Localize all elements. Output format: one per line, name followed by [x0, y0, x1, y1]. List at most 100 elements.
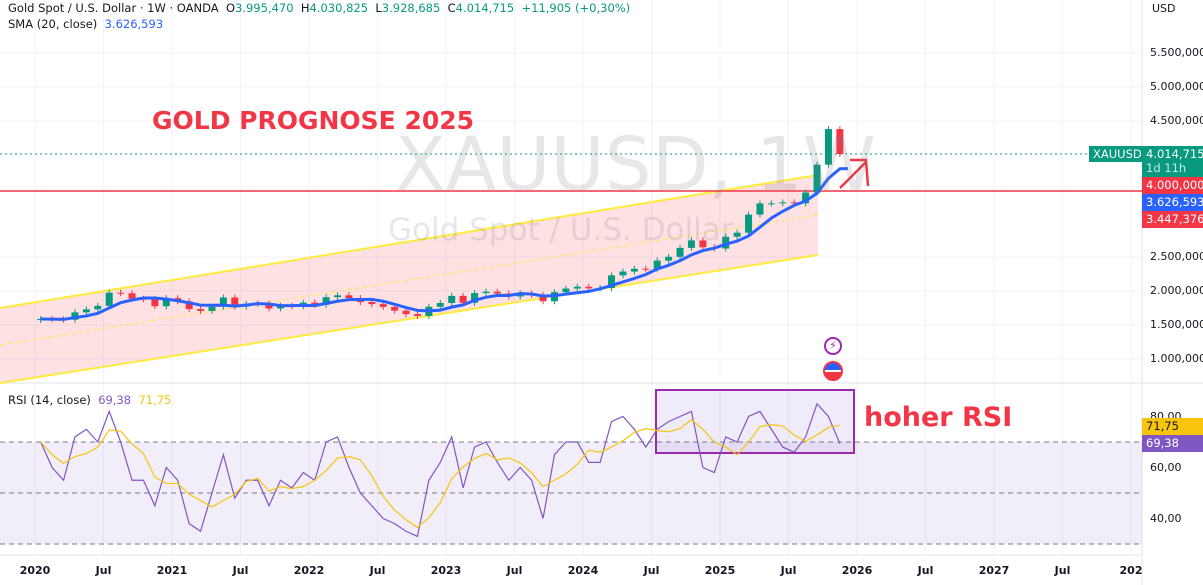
sma-legend[interactable]: SMA (20, close) 3.626,593 [8, 17, 163, 31]
time-axis-label: Jul [506, 564, 523, 577]
candle [311, 302, 319, 305]
rsi-highlight-box [655, 389, 855, 454]
symbol-tag: XAUUSD [1089, 146, 1146, 162]
candle [779, 202, 787, 204]
candle [813, 164, 821, 193]
candle [619, 271, 627, 276]
time-axis-label: 2025 [704, 564, 736, 577]
channel-lower-line [0, 254, 819, 384]
rsi-signal-line [40, 418, 840, 529]
annotation-title[interactable]: GOLD PROGNOSE 2025 [152, 106, 475, 135]
candle [197, 309, 205, 311]
candle [391, 306, 399, 311]
time-axis-label: 2020 [19, 564, 51, 577]
candle [642, 268, 650, 270]
time-axis-label: Jul [917, 564, 934, 577]
lightning-event-icon[interactable]: ⚡ [824, 337, 842, 355]
time-axis-label: 202 [1119, 564, 1143, 577]
candle [745, 214, 753, 233]
candle [219, 297, 227, 307]
candle [265, 303, 273, 309]
candle [345, 295, 353, 299]
candle [653, 260, 661, 269]
sma-line [40, 167, 848, 321]
candle [767, 203, 775, 205]
rsi-axis-label: 40,00 [1150, 511, 1182, 525]
low-label: L [375, 1, 382, 15]
time-axis-label: Jul [1054, 564, 1071, 577]
candle [448, 295, 456, 303]
close-label: C [447, 1, 456, 15]
candle [733, 232, 741, 237]
candle [94, 305, 102, 310]
time-axis-label: 2023 [430, 564, 462, 577]
bar-countdown: 1d 11h [1146, 161, 1187, 175]
candle [539, 295, 547, 302]
rsi-label: RSI (14, close) [8, 393, 91, 407]
candle [128, 293, 136, 299]
horizontal-line-tag: 4.000,000 [1142, 177, 1203, 194]
candle [836, 129, 844, 154]
time-axis-label: Jul [232, 564, 249, 577]
time-axis-label: 2024 [567, 564, 599, 577]
rsi-line [40, 402, 841, 538]
candle [162, 298, 170, 307]
candle [117, 292, 125, 294]
price-axis-label: 1.000,000 [1150, 352, 1203, 365]
candle [231, 297, 239, 307]
candle [105, 292, 113, 306]
price-axis-label: 4.500,000 [1150, 114, 1203, 127]
candle [334, 295, 342, 298]
red-arrow [839, 158, 870, 189]
us-flag-event-icon[interactable] [823, 361, 843, 381]
candle [676, 247, 684, 257]
change-value: +11,905 (+0,30%) [521, 1, 631, 15]
candle [151, 299, 159, 307]
annotation-rsi-note[interactable]: hoher RSI [864, 402, 1013, 433]
candle [790, 202, 798, 204]
candle [687, 240, 695, 248]
rsi-legend[interactable]: RSI (14, close) 69,38 71,75 [8, 393, 171, 407]
price-axis-label: 5.500,000 [1150, 46, 1203, 59]
rsi-signal-tag: 71,75 [1142, 418, 1203, 435]
candle [322, 297, 330, 305]
high-label: H [300, 1, 310, 15]
price-axis-label: 5.000,000 [1150, 80, 1203, 93]
rsi-axis-label: 60,00 [1150, 460, 1182, 474]
close-value: 4.014,715 [455, 1, 515, 15]
candle [573, 286, 581, 289]
candle [379, 304, 387, 307]
rsi-signal-value: 71,75 [138, 393, 172, 407]
channel-upper-line [0, 174, 819, 309]
candle [585, 286, 593, 289]
price-axis-label: 2.500,000 [1150, 250, 1203, 263]
watermark-symbol: XAUUSD, 1W [395, 122, 876, 208]
candle [756, 203, 764, 215]
time-axis-label: Jul [780, 564, 797, 577]
price-tag: 3.447,376 [1142, 211, 1203, 228]
currency-label[interactable]: USD [1152, 2, 1176, 15]
open-value: 3.995,470 [235, 1, 294, 15]
time-axis-label: Jul [643, 564, 660, 577]
time-axis-label: 2022 [293, 564, 325, 577]
open-label: O [225, 1, 236, 15]
sma-tag: 3.626,593 [1142, 194, 1203, 211]
rsi-value-tag: 69,38 [1142, 435, 1203, 452]
candle [665, 256, 673, 261]
candle [459, 295, 467, 303]
watermark-name: Gold Spot / U.S. Dollar [388, 212, 734, 248]
candle [482, 291, 490, 294]
price-axis-label: 1.500,000 [1150, 318, 1203, 331]
candle [82, 309, 90, 313]
candle [493, 291, 501, 294]
time-axis-label: 2026 [841, 564, 873, 577]
sma-label: SMA (20, close) [8, 17, 98, 31]
candle [630, 268, 638, 272]
candle [413, 314, 421, 316]
symbol-legend[interactable]: Gold Spot / U.S. Dollar · 1W · OANDA O3.… [8, 1, 630, 15]
low-value: 3.928,685 [381, 1, 441, 15]
high-value: 4.030,825 [309, 1, 369, 15]
candle [402, 310, 410, 315]
last-price-tag: 4.014,715 1d 11h [1142, 146, 1203, 177]
